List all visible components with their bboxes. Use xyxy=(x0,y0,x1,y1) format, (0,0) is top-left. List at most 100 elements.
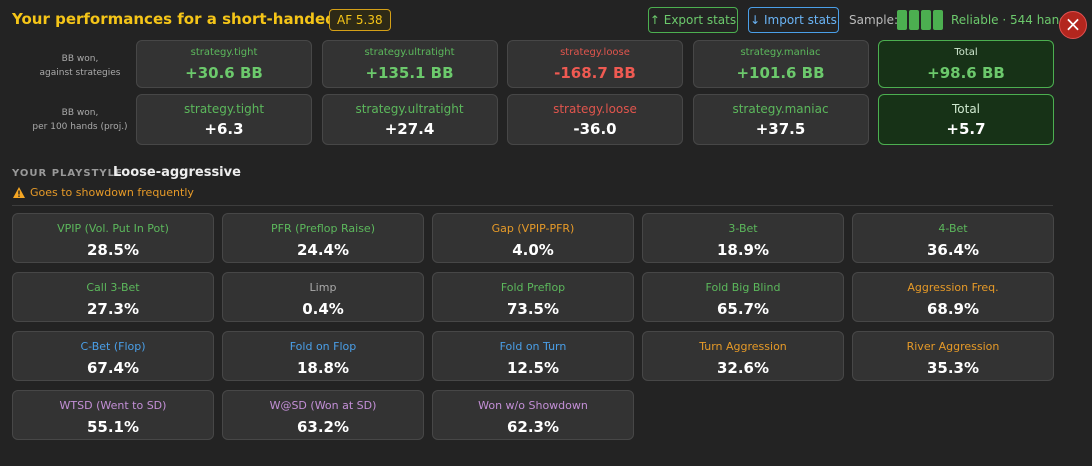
stat-value: 68.9% xyxy=(926,300,980,318)
stat-name: River Aggression xyxy=(906,340,1000,353)
stat-card: Won w/o Showdown 62.3% xyxy=(432,390,634,440)
result-card: strategy.ultratight +135.1 BB xyxy=(321,40,498,88)
sample-bars xyxy=(897,10,943,30)
stat-card: Fold on Flop 18.8% xyxy=(222,331,424,381)
stat-card: Gap (VPIP-PFR) 4.0% xyxy=(432,213,634,263)
stat-name: C-Bet (Flop) xyxy=(80,340,146,353)
stat-name: Call 3-Bet xyxy=(86,281,140,294)
stat-card: C-Bet (Flop) 67.4% xyxy=(12,331,214,381)
divider xyxy=(12,205,1053,206)
playstyle-value: Loose-aggressive xyxy=(113,165,241,180)
sample-label: Sample: xyxy=(849,13,899,27)
stat-name: Aggression Freq. xyxy=(907,281,999,294)
stat-value: 32.6% xyxy=(716,359,770,377)
export-button[interactable]: ↑ Export stats xyxy=(648,7,738,33)
stat-card: W@SD (Won at SD) 63.2% xyxy=(222,390,424,440)
stat-name: Fold Preflop xyxy=(500,281,566,294)
result-name: strategy.maniac xyxy=(732,102,829,116)
stat-card: Fold Big Blind 65.7% xyxy=(642,272,844,322)
stat-card: Limp 0.4% xyxy=(222,272,424,322)
stat-card: 4-Bet 36.4% xyxy=(852,213,1054,263)
stat-name: Won w/o Showdown xyxy=(478,399,588,412)
row-label-line: against strategies xyxy=(39,68,121,78)
stat-value: 4.0% xyxy=(512,241,554,259)
stat-card: PFR (Preflop Raise) 24.4% xyxy=(222,213,424,263)
result-card: strategy.tight +6.3 xyxy=(136,94,312,145)
result-name: strategy.ultratight xyxy=(364,47,455,58)
stat-card: Call 3-Bet 27.3% xyxy=(12,272,214,322)
stat-name: PFR (Preflop Raise) xyxy=(270,222,375,235)
stat-value: 55.1% xyxy=(86,418,140,436)
title: Your performances for a short-handed tab… xyxy=(12,10,385,28)
stat-name: 4-Bet xyxy=(938,222,968,235)
stat-card: Turn Aggression 32.6% xyxy=(642,331,844,381)
stat-value: 27.3% xyxy=(86,300,140,318)
result-value: +101.6 BB xyxy=(736,64,825,82)
stat-value: 67.4% xyxy=(86,359,140,377)
result-card: strategy.ultratight +27.4 xyxy=(321,94,498,145)
stat-value: 63.2% xyxy=(296,418,350,436)
stat-name: Turn Aggression xyxy=(699,340,787,353)
stat-card: Aggression Freq. 68.9% xyxy=(852,272,1054,322)
result-name: Total xyxy=(954,47,978,58)
row-label-line: per 100 hands (proj.) xyxy=(32,122,128,132)
stat-value: 28.5% xyxy=(86,241,140,259)
stat-value: 36.4% xyxy=(926,241,980,259)
result-card: strategy.loose -36.0 xyxy=(507,94,683,145)
stat-value: 35.3% xyxy=(926,359,980,377)
result-value: +6.3 xyxy=(204,120,244,138)
stat-value: 18.8% xyxy=(296,359,350,377)
result-value: +135.1 BB xyxy=(365,64,454,82)
result-value: +27.4 xyxy=(384,120,435,138)
result-value: -36.0 xyxy=(573,120,617,138)
sample-status: Reliable · 544 hands xyxy=(951,13,1074,27)
result-value: +5.7 xyxy=(946,120,986,138)
stat-name: VPIP (Vol. Put In Pot) xyxy=(57,222,169,235)
stat-value: 65.7% xyxy=(716,300,770,318)
row-label-line: BB won, xyxy=(61,54,99,64)
stat-card: Fold Preflop 73.5% xyxy=(432,272,634,322)
result-card: strategy.tight +30.6 BB xyxy=(136,40,312,88)
import-button[interactable]: ↓ Import stats xyxy=(748,7,839,33)
stat-card: VPIP (Vol. Put In Pot) 28.5% xyxy=(12,213,214,263)
result-name: strategy.tight xyxy=(190,47,258,58)
result-name: strategy.maniac xyxy=(740,47,821,58)
result-value: +30.6 BB xyxy=(185,64,263,82)
stat-card: WTSD (Went to SD) 55.1% xyxy=(12,390,214,440)
result-value: -168.7 BB xyxy=(554,64,636,82)
stat-card: Fold on Turn 12.5% xyxy=(432,331,634,381)
result-name: strategy.loose xyxy=(553,102,637,116)
row-label: BB won, against strategies xyxy=(20,52,140,80)
stat-name: Fold on Turn xyxy=(499,340,567,353)
warning-icon xyxy=(13,187,25,198)
stat-card: 3-Bet 18.9% xyxy=(642,213,844,263)
af-badge: AF 5.38 xyxy=(329,9,391,31)
result-value: +37.5 xyxy=(755,120,806,138)
stat-name: Gap (VPIP-PFR) xyxy=(491,222,575,235)
result-card: strategy.maniac +101.6 BB xyxy=(692,40,869,88)
stat-card: River Aggression 35.3% xyxy=(852,331,1054,381)
result-name: strategy.loose xyxy=(560,47,630,58)
stat-value: 73.5% xyxy=(506,300,560,318)
stat-name: Limp xyxy=(309,281,337,294)
result-card: Total +5.7 xyxy=(878,94,1054,145)
stat-value: 18.9% xyxy=(716,241,770,259)
stat-name: Fold Big Blind xyxy=(705,281,781,294)
playstyle-warning: Goes to showdown frequently xyxy=(30,186,194,199)
result-card: strategy.maniac +37.5 xyxy=(692,94,869,145)
result-name: strategy.tight xyxy=(183,102,265,116)
result-card: Total +98.6 BB xyxy=(878,40,1054,88)
stat-name: Fold on Flop xyxy=(289,340,357,353)
row-label-line: BB won, xyxy=(61,108,99,118)
stat-name: W@SD (Won at SD) xyxy=(269,399,377,412)
stat-name: 3-Bet xyxy=(728,222,758,235)
stat-value: 62.3% xyxy=(506,418,560,436)
result-value: +98.6 BB xyxy=(927,64,1005,82)
close-button[interactable]: × xyxy=(1059,11,1087,39)
playstyle-label: YOUR PLAYSTYLE xyxy=(12,168,123,179)
stat-name: WTSD (Went to SD) xyxy=(59,399,167,412)
result-name: Total xyxy=(951,102,981,116)
stat-value: 12.5% xyxy=(506,359,560,377)
